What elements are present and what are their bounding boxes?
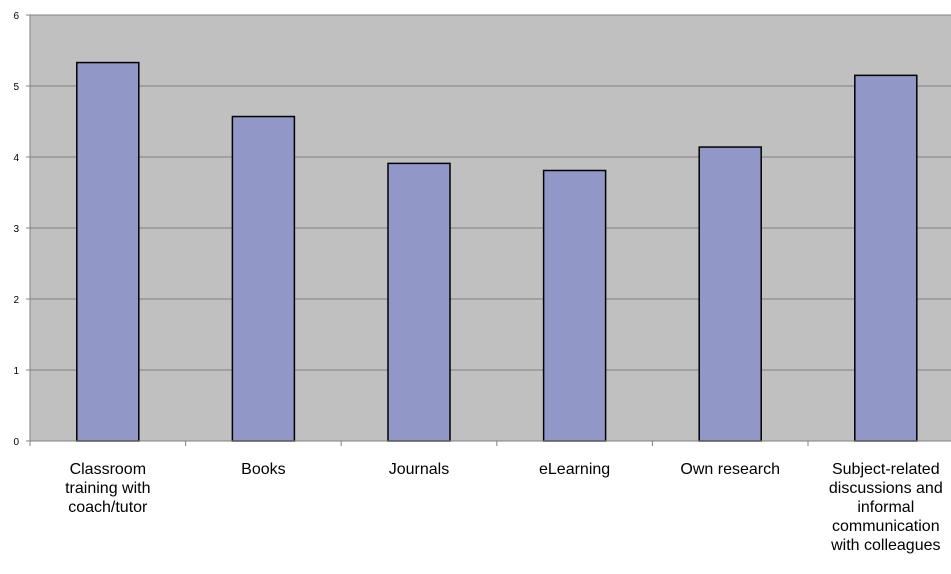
- x-category-label-line: eLearning: [539, 461, 610, 478]
- bar: [542, 169, 607, 442]
- x-category-label: Own research: [680, 461, 780, 478]
- x-category-label-line: coach/tutor: [68, 499, 148, 516]
- axes: [26, 14, 951, 446]
- y-tick-label: 4: [13, 153, 19, 164]
- y-tick-label: 6: [13, 11, 19, 22]
- bar: [387, 162, 451, 442]
- bar: [698, 146, 762, 442]
- y-tick-label: 0: [13, 437, 19, 448]
- x-category-labels: Classroom training with coach/tutor Books Jo…: [65, 461, 943, 554]
- y-tick-label: 2: [13, 295, 19, 306]
- x-category-label: eLearning: [539, 461, 610, 478]
- x-category-label-line: discussions and: [829, 480, 943, 497]
- x-category-label: Books: [241, 461, 285, 478]
- x-category-label: Journals: [389, 461, 449, 478]
- x-category-label-line: Subject-related: [832, 461, 940, 478]
- x-category-label: Classroom training with coach/tutor: [65, 461, 150, 516]
- bar: [231, 115, 296, 442]
- x-category-label-line: Journals: [389, 461, 449, 478]
- y-tick-label: 1: [13, 366, 19, 377]
- y-tick-label: 3: [13, 224, 19, 235]
- y-tick-labels: 0 1 2 3 4 5 6: [13, 11, 19, 448]
- bar: [76, 61, 140, 442]
- bar: [854, 74, 918, 442]
- x-category-label-line: Own research: [680, 461, 780, 478]
- x-category-label-line: training with: [65, 480, 150, 497]
- x-category-label-line: communication: [832, 518, 940, 535]
- x-category-label-line: with colleagues: [830, 537, 940, 554]
- x-category-label-line: Books: [241, 461, 285, 478]
- x-category-label-line: Classroom: [70, 461, 146, 478]
- y-tick-label: 5: [13, 82, 19, 93]
- bars: [76, 61, 918, 442]
- gridlines: [30, 14, 951, 371]
- x-category-label: Subject-related discussions and informal co…: [829, 461, 943, 554]
- x-category-label-line: informal: [857, 499, 914, 516]
